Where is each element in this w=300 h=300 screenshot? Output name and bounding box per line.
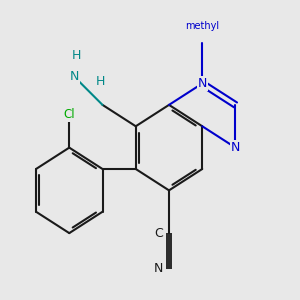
Text: C: C xyxy=(154,226,163,240)
Text: H: H xyxy=(95,75,105,88)
Text: N: N xyxy=(69,70,79,83)
Text: N: N xyxy=(154,262,163,275)
Text: N: N xyxy=(231,141,240,154)
Text: methyl: methyl xyxy=(185,21,219,31)
Text: Cl: Cl xyxy=(64,108,75,121)
Text: N: N xyxy=(198,77,207,90)
Text: H: H xyxy=(72,49,81,62)
